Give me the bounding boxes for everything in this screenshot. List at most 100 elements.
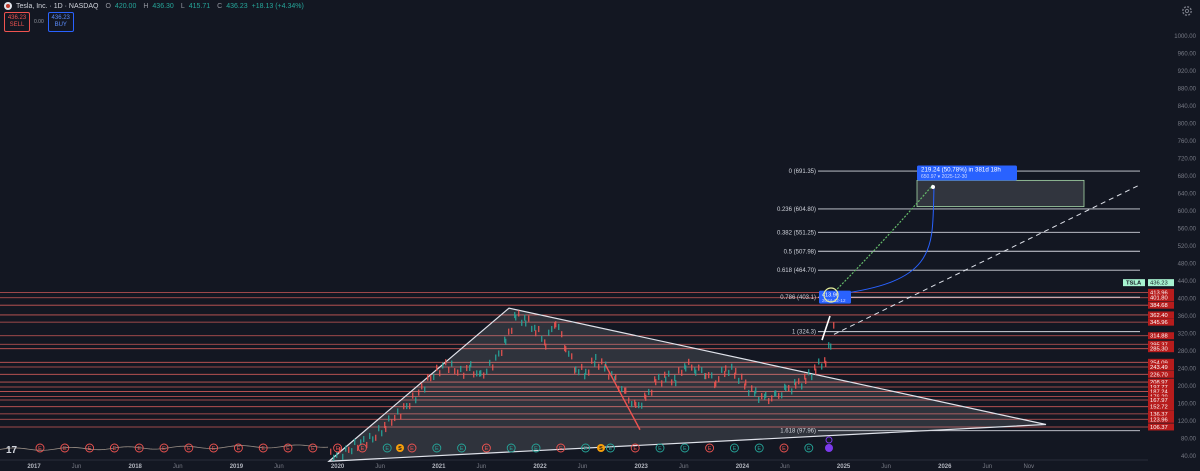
candle [794,379,796,386]
candle [501,349,503,356]
candle [388,415,390,422]
candle [498,350,500,357]
add-event-icon [825,436,833,444]
earnings-marker-icon [308,443,318,453]
level-price-tag-label: 384.68 [1150,303,1168,309]
buy-label: BUY [54,22,67,28]
candle [698,364,700,371]
candle [454,368,456,375]
candle [754,390,756,397]
earnings-marker-icon [159,443,169,453]
level-price-tag-label: 226.70 [1150,372,1168,378]
candle [721,366,723,373]
level-price-tag-label: 187.24 [1150,390,1169,396]
sell-button[interactable]: 436.23 SELL [4,12,30,32]
candles [330,310,835,461]
earnings-marker-icon [705,443,715,453]
candle [375,434,377,441]
split-marker-label: S [398,446,402,452]
target-zone-box [916,179,1085,208]
level-price-tag-label: 197.77 [1150,385,1168,391]
candle [678,367,680,374]
candle [701,367,703,374]
earnings-marker-icon [804,443,814,453]
sell-price: 436.23 [7,15,27,21]
symbol-tag [1123,279,1145,287]
earnings-marker-label: E [708,446,712,452]
candle [684,363,686,370]
candle [565,346,567,353]
level-price-tag-label: 106.37 [1150,425,1168,431]
split-marker-label: S [599,446,603,452]
level-price-tag [1148,345,1174,353]
level-price-tag-label: 152.72 [1150,405,1168,411]
candle [486,368,488,375]
candle [741,373,743,380]
candle [715,380,717,387]
earnings-marker-icon [754,443,764,453]
candle [351,448,353,455]
earnings-marker-icon [109,443,119,453]
time-axis-label: 2021 [432,464,446,470]
measure-label-box [917,165,1017,181]
candle [598,363,600,370]
price-axis-label: 480.00 [1178,262,1197,268]
time-axis-label: Jun [375,464,385,470]
candle [412,392,414,399]
candle [774,390,776,397]
candle [595,353,597,361]
candle [758,396,760,403]
candle [394,414,396,422]
candle [785,385,787,392]
symbol-title[interactable]: Tesla, Inc. · 1D · NASDAQ [16,2,99,10]
price-axis-label: 720.00 [1178,157,1197,163]
price-axis-label: 80.00 [1181,437,1197,443]
earnings-marker-label: E [361,446,365,452]
lightning-marker-icon [825,444,833,452]
level-price-tag-label: 123.96 [1150,417,1168,423]
candle [581,363,583,370]
settings-gear-icon[interactable] [1180,4,1194,18]
earnings-marker-icon [333,443,343,453]
candle [668,370,670,377]
earnings-marker-icon [531,443,541,453]
earnings-marker-label: E [237,446,241,452]
time-axis-label: 2026 [938,464,952,470]
fib-label: 0.618 (464.70) [777,268,816,274]
candle [651,389,653,396]
earnings-marker-label: E [460,446,464,452]
time-axis-label: Jun [780,464,790,470]
candle [531,325,533,332]
candle [714,382,716,389]
level-price-tag [1148,288,1174,296]
spread-value: 0.00 [34,19,44,25]
price-axis-label: 600.00 [1178,209,1197,215]
candle [492,364,494,371]
candle [615,374,617,381]
candle [748,389,750,397]
time-axis-label: 2023 [635,464,649,470]
candle [571,353,573,360]
earnings-marker-icon [556,443,566,453]
candle [489,359,491,366]
earnings-marker-icon [655,443,665,453]
candle [460,365,462,373]
buy-button[interactable]: 436.23 BUY [47,12,74,32]
candle [825,360,827,367]
earnings-marker-icon [382,443,392,453]
level-price-tag-label: 314.88 [1150,334,1168,340]
candle [511,327,513,334]
earnings-marker-label: E [435,446,439,452]
candle [648,388,650,396]
candle [470,361,472,368]
candle [761,393,763,400]
earnings-marker-label: E [212,446,216,452]
candle [811,373,813,381]
earnings-marker-label: E [38,446,42,452]
candle [658,373,660,380]
candle [724,370,726,378]
candle [554,322,556,329]
candle [561,331,563,338]
earnings-marker-label: E [509,446,513,452]
